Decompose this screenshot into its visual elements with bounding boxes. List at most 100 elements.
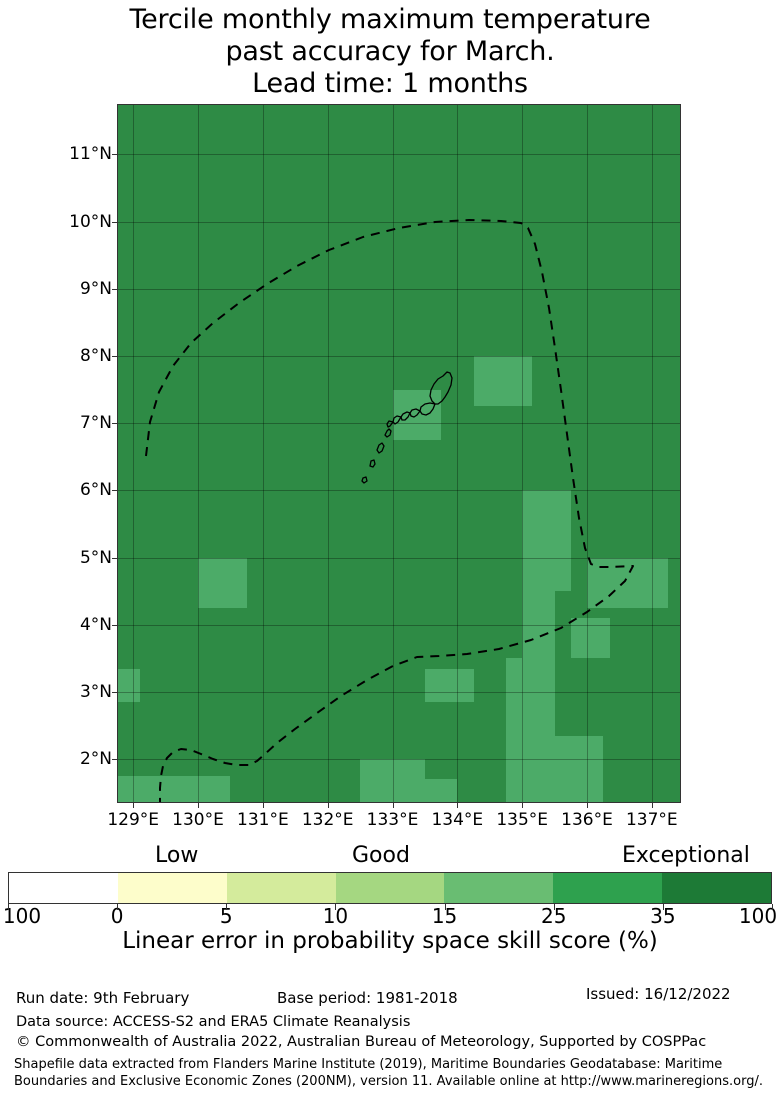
- copyright: © Commonwealth of Australia 2022, Austra…: [16, 1034, 707, 1050]
- y-axis-tickmark: [112, 423, 117, 425]
- heatmap-cell: [424, 668, 474, 703]
- colorbar-title: Linear error in probability space skill …: [122, 928, 658, 954]
- issued-date: Issued: 16/12/2022: [586, 985, 731, 1003]
- heatmap-cell: [570, 618, 610, 659]
- y-axis-tick-label: 9°N: [79, 278, 112, 299]
- colorbar-tickmark: [444, 904, 446, 910]
- heatmap-cell: [117, 668, 140, 703]
- colorbar-category-label: Low: [155, 843, 199, 868]
- colorbar-tickmark: [8, 904, 9, 910]
- gridline-horizontal: [117, 557, 681, 559]
- gridline-horizontal: [117, 154, 681, 156]
- colorbar: [8, 872, 772, 904]
- gridline-horizontal: [117, 221, 681, 223]
- y-axis-tick-label: 11°N: [69, 144, 112, 165]
- y-axis-tick-label: 2°N: [79, 749, 112, 770]
- gridline-horizontal: [117, 692, 681, 694]
- y-axis-tick-label: 4°N: [79, 614, 112, 635]
- colorbar-segment: [117, 873, 227, 903]
- coastline: [361, 371, 453, 484]
- colorbar-tick-label: 15: [431, 904, 458, 928]
- gridline-horizontal: [117, 490, 681, 492]
- colorbar-category-label: Exceptional: [622, 843, 750, 868]
- x-axis-tickmark: [457, 803, 459, 808]
- base-period: Base period: 1981-2018: [277, 989, 458, 1007]
- gridline-vertical: [198, 104, 200, 803]
- run-date: Run date: 9th February: [16, 989, 190, 1007]
- y-axis-tickmark: [112, 759, 117, 761]
- x-axis-tick-label: 132°E: [301, 810, 354, 830]
- colorbar-tickmark: [335, 904, 337, 910]
- colorbar-segment: [226, 873, 336, 903]
- heatmap-cell: [360, 759, 425, 803]
- heatmap-cell: [554, 735, 604, 803]
- x-axis-tickmark: [522, 803, 524, 808]
- y-axis-tickmark: [112, 624, 117, 626]
- eez-boundary: [145, 219, 634, 803]
- gridline-vertical: [392, 104, 394, 803]
- x-axis-tickmark: [651, 803, 653, 808]
- gridline-vertical: [327, 104, 329, 803]
- gridline-vertical: [262, 104, 264, 803]
- colorbar-tickmark: [662, 904, 664, 910]
- colorbar-tick-label: 5: [219, 904, 233, 928]
- colorbar-tick-label: 10: [322, 904, 349, 928]
- heatmap-cell: [619, 557, 669, 609]
- gridline-horizontal: [117, 759, 681, 761]
- data-source: Data source: ACCESS-S2 and ERA5 Climate …: [16, 1014, 411, 1030]
- colorbar-category-label: Good: [352, 843, 410, 868]
- colorbar-segment: [662, 873, 772, 903]
- colorbar-segment: [335, 873, 445, 903]
- x-axis-tickmark: [327, 803, 329, 808]
- heatmap-cell: [198, 557, 247, 609]
- colorbar-tickmark: [553, 904, 555, 910]
- x-axis-tickmark: [133, 803, 135, 808]
- gridline-vertical: [587, 104, 588, 803]
- y-axis-tickmark: [112, 557, 117, 559]
- colorbar-tickmark: [226, 904, 228, 910]
- colorbar-segment: [9, 873, 118, 903]
- heatmap-cell: [165, 776, 231, 803]
- title-line-1: Tercile monthly maximum temperature: [129, 4, 651, 35]
- gridline-vertical: [133, 104, 135, 803]
- y-axis-tickmark: [112, 154, 117, 156]
- title-line-2: past accuracy for March.: [225, 36, 555, 67]
- x-axis-tick-label: 131°E: [237, 810, 289, 830]
- gridline-vertical: [457, 104, 459, 803]
- colorbar-tickmark: [117, 904, 119, 910]
- x-axis-tick-label: 135°E: [496, 810, 549, 830]
- heatmap-cell: [473, 356, 532, 407]
- gridline-horizontal: [117, 288, 681, 290]
- gridline-horizontal: [117, 624, 681, 626]
- gridline-vertical: [522, 104, 524, 803]
- x-axis-tick-label: 134°E: [431, 810, 484, 830]
- heatmap-cell: [117, 776, 166, 803]
- y-axis-tickmark: [112, 288, 117, 290]
- title-line-3: Lead time: 1 months: [252, 68, 528, 99]
- x-axis-tickmark: [198, 803, 200, 808]
- y-axis-tick-label: 10°N: [69, 211, 112, 232]
- y-axis-tick-label: 5°N: [79, 547, 112, 568]
- y-axis-tick-label: 7°N: [79, 413, 112, 434]
- x-axis-tick-label: 137°E: [625, 810, 678, 830]
- x-axis-tickmark: [392, 803, 394, 808]
- colorbar-segment: [444, 873, 554, 903]
- x-axis-tickmark: [262, 803, 264, 808]
- skill-score-map: [117, 104, 681, 803]
- gridline-vertical: [651, 104, 653, 803]
- colorbar-tickmark: [772, 904, 773, 910]
- colorbar-tick-label: 100: [738, 904, 778, 928]
- heatmap-cell: [424, 779, 458, 803]
- page-title: Tercile monthly maximum temperature past…: [0, 4, 780, 100]
- x-axis-tickmark: [587, 803, 588, 808]
- y-axis-tick-label: 3°N: [79, 682, 112, 703]
- y-axis-tickmark: [112, 356, 117, 358]
- gridline-horizontal: [117, 356, 681, 358]
- colorbar-category-labels: Low Good Exceptional: [0, 843, 780, 869]
- colorbar-tick-label: 0: [110, 904, 124, 928]
- colorbar-tick-label: 35: [650, 904, 676, 928]
- y-axis-tickmark: [112, 692, 117, 694]
- shapefile-attribution: Shapefile data extracted from Flanders M…: [14, 1057, 763, 1089]
- y-axis-labels: 2°N 3°N 4°N 5°N 6°N 7°N 8°N 9°N 10°N 11°N: [0, 104, 112, 803]
